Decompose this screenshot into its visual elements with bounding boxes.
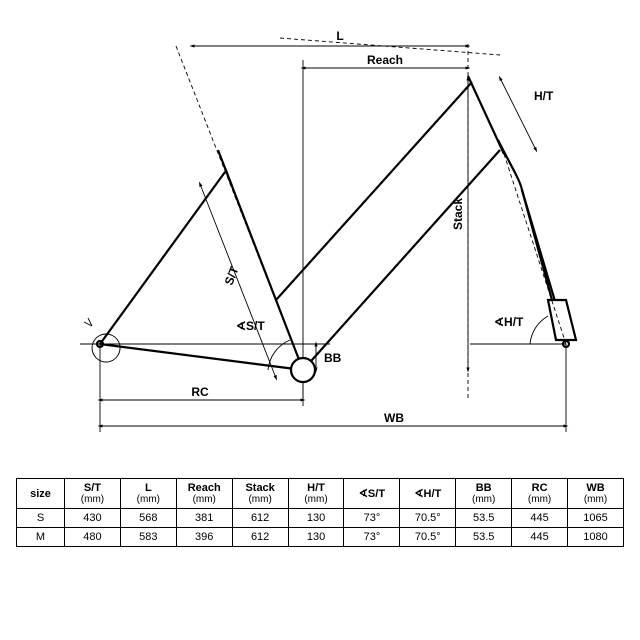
dim-anght-label: ∢H/T — [494, 315, 524, 329]
dim-wb-label: WB — [384, 411, 404, 425]
th-rc: RC(mm) — [512, 479, 568, 509]
th-size: size — [17, 479, 65, 509]
th-angst: ∢S/T — [344, 479, 400, 509]
th-reach: Reach(mm) — [176, 479, 232, 509]
th-anght: ∢H/T — [400, 479, 456, 509]
th-ht: H/T(mm) — [288, 479, 344, 509]
geometry-table: size S/T(mm) L(mm) Reach(mm) Stack(mm) H… — [16, 478, 624, 547]
dim-reach-label: Reach — [367, 53, 403, 67]
dim-L-label: L — [336, 29, 343, 43]
dim-bb-label: BB — [324, 351, 342, 365]
geometry-diagram: L Reach H/T Stack — [0, 0, 640, 468]
th-wb: WB(mm) — [568, 479, 624, 509]
dim-angst-label: ∢S/T — [236, 319, 265, 333]
table-row: S43056838161213073°70.5°53.54451065 — [17, 509, 624, 528]
dim-rc-label: RC — [191, 385, 209, 399]
dim-ht-label: H/T — [534, 89, 554, 103]
table-header-row: size S/T(mm) L(mm) Reach(mm) Stack(mm) H… — [17, 479, 624, 509]
th-st: S/T(mm) — [65, 479, 121, 509]
th-bb: BB(mm) — [456, 479, 512, 509]
th-l: L(mm) — [120, 479, 176, 509]
table-row: M48058339661213073°70.5°53.54451080 — [17, 528, 624, 547]
th-stack: Stack(mm) — [232, 479, 288, 509]
